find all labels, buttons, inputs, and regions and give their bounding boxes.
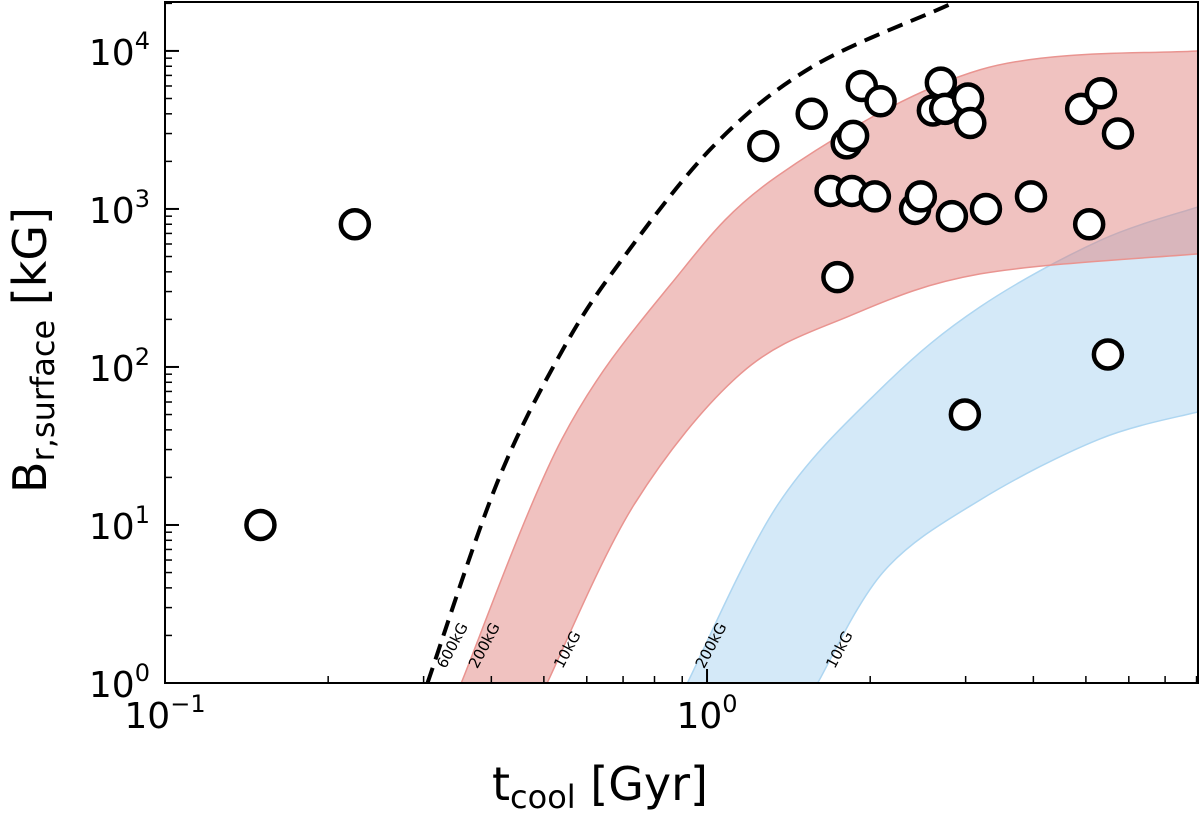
y-tick-label: 103: [89, 185, 150, 232]
data-point: [948, 398, 982, 431]
data-point: [935, 199, 969, 233]
data-point: [821, 260, 854, 294]
y-tick-label: 104: [89, 27, 150, 74]
ticks: [164, 2, 1198, 684]
data-point: [795, 97, 828, 131]
data-point: [969, 192, 1003, 226]
blue-band-fill: [687, 206, 1198, 683]
x-tick-label: 10−1: [124, 690, 205, 737]
y-tick-label: 102: [89, 343, 150, 390]
data-point: [747, 129, 780, 163]
y-tick-label: 100: [89, 659, 150, 706]
data-point: [904, 180, 938, 213]
blue-band-upper-edge: [686, 206, 1198, 683]
data-point: [1072, 208, 1106, 241]
data-point: [1101, 117, 1135, 150]
data-point: [244, 508, 277, 542]
data-point: [1091, 338, 1125, 371]
red-band-lower-edge: [546, 253, 1198, 683]
data-point: [338, 208, 372, 241]
x-tick-label: 100: [676, 690, 737, 737]
data-point: [924, 66, 958, 99]
y-axis-label: Br,surface [kG]: [3, 207, 62, 493]
data-point: [1014, 180, 1048, 213]
data-point: [836, 119, 870, 153]
data-point: [954, 106, 987, 140]
y-tick-label: 101: [89, 501, 150, 548]
x-axis-label: tcool [Gyr]: [492, 757, 708, 813]
dashed-600kG-curve: [425, 2, 960, 683]
data-point: [1084, 76, 1118, 110]
bands: [425, 2, 1198, 683]
red-band-upper-edge: [460, 50, 1198, 683]
red-band-fill: [461, 50, 1198, 683]
data-point: [864, 85, 897, 118]
data-points: [244, 66, 1135, 542]
blue-band-lower-edge: [817, 411, 1198, 683]
data-point: [858, 180, 892, 213]
